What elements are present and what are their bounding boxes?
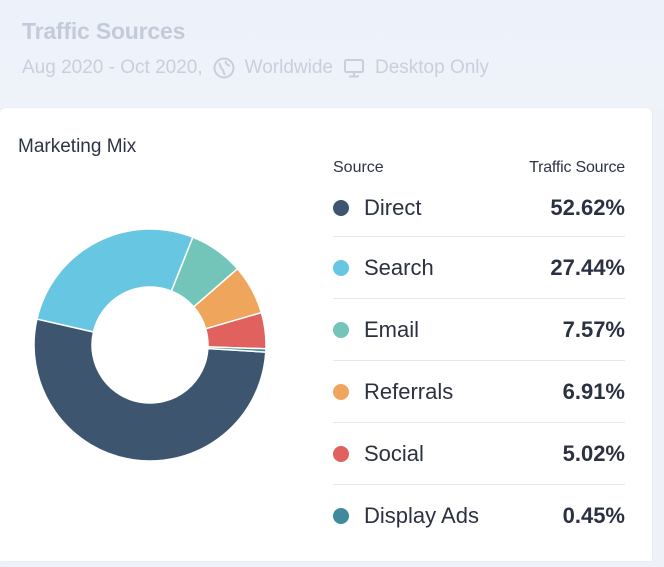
header: Traffic Sources Aug 2020 - Oct 2020, Wor… (0, 0, 664, 108)
legend-label-group: Display Ads (333, 503, 479, 529)
page-title: Traffic Sources (22, 18, 186, 44)
legend-source-value: 7.57% (562, 316, 625, 342)
legend-swatch (333, 383, 349, 400)
legend-row-search[interactable]: Search 27.44% (333, 237, 625, 299)
date-range[interactable]: Aug 2020 - Oct 2020, (22, 57, 203, 78)
legend-source-name: Direct (364, 195, 422, 220)
legend-swatch (333, 445, 349, 462)
legend-source-value: 5.02% (562, 440, 625, 466)
legend-source-value: 6.91% (562, 378, 625, 404)
legend-source-name: Referrals (364, 378, 454, 404)
legend-row-referrals[interactable]: Referrals 6.91% (333, 361, 625, 423)
legend-label-group: Referrals (333, 379, 453, 405)
legend-table: Source Traffic Source Direct 52.62% Search… (333, 156, 625, 546)
donut-slice-display-ads[interactable] (207, 346, 267, 353)
legend-source-name: Search (364, 254, 434, 280)
legend-source-value: 0.45% (562, 502, 625, 528)
legend-header: Source Traffic Source (333, 156, 625, 180)
legend-source-value: 52.62% (550, 195, 625, 220)
legend-row-display-ads[interactable]: Display Ads 0.45% (333, 485, 625, 546)
marketing-mix-card: Marketing Mix Source Traffic Source Dire… (0, 108, 652, 561)
legend-label-group: Social (333, 441, 424, 467)
card-title: Marketing Mix (18, 136, 137, 157)
device-filter[interactable]: Desktop Only (374, 57, 490, 78)
region-filter[interactable]: Worldwide (244, 57, 333, 78)
legend-source-name: Email (364, 316, 420, 342)
legend-label-group: Email (333, 317, 419, 343)
legend-label-group: Direct (333, 195, 421, 221)
col-source: Source (333, 159, 384, 176)
legend-swatch (333, 259, 349, 276)
legend-swatch (333, 507, 349, 524)
legend-row-direct[interactable]: Direct 52.62% (333, 180, 625, 237)
filter-summary: Aug 2020 - Oct 2020, Worldwide Desktop O… (22, 57, 489, 79)
legend-source-name: Display Ads (364, 502, 479, 528)
donut-chart (33, 228, 267, 462)
col-traffic-source: Traffic Source (529, 159, 625, 176)
monitor-icon (343, 57, 365, 79)
legend-swatch (333, 200, 349, 216)
legend-label-group: Search (333, 255, 434, 281)
legend-swatch (333, 321, 349, 338)
legend-row-email[interactable]: Email 7.57% (333, 299, 625, 361)
donut-slice-direct[interactable] (33, 318, 267, 462)
legend-row-social[interactable]: Social 5.02% (333, 423, 625, 485)
legend-source-value: 27.44% (550, 254, 625, 280)
legend-source-name: Social (364, 440, 424, 466)
donut-slice-search[interactable] (36, 228, 194, 333)
globe-icon (213, 57, 235, 79)
